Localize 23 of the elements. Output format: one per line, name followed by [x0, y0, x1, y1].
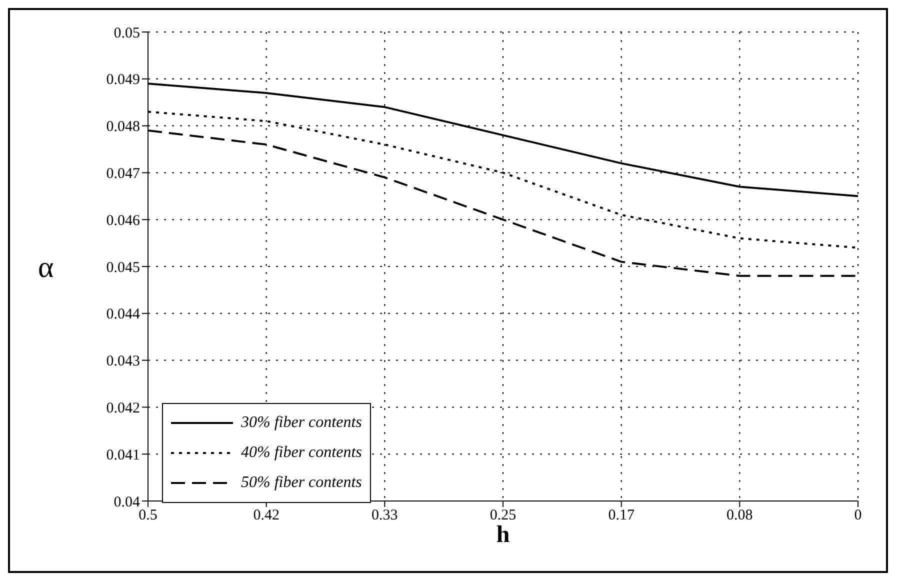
legend-label: 30% fiber contents — [241, 414, 362, 432]
y-tick-label: 0.042 — [106, 400, 140, 417]
y-tick-label: 0.04 — [114, 494, 140, 510]
x-tick-label: 0.42 — [253, 508, 280, 524]
y-tick-label: 0.044 — [106, 306, 140, 323]
legend-label: 40% fiber contents — [241, 444, 362, 462]
legend-label: 50% fiber contents — [241, 474, 362, 492]
y-tick-label: 0.05 — [114, 25, 140, 42]
x-axis-title: h — [496, 522, 510, 548]
x-tick-label: 0.17 — [608, 508, 635, 524]
y-tick-label: 0.046 — [106, 212, 140, 229]
x-tick-label: 0.5 — [138, 508, 158, 524]
y-tick-label: 0.047 — [106, 166, 140, 182]
y-tick-label: 0.043 — [106, 354, 140, 370]
x-tick-label: 0.33 — [372, 508, 398, 524]
y-tick-label: 0.049 — [106, 72, 140, 88]
y-tick-label: 0.045 — [106, 260, 140, 276]
x-tick-label: 0 — [854, 508, 862, 524]
x-tick-label: 0.08 — [726, 508, 753, 524]
y-tick-label: 0.041 — [106, 447, 140, 464]
y-axis-title: α — [38, 251, 54, 284]
x-tick-label: 0.25 — [490, 508, 516, 524]
y-tick-label: 0.048 — [106, 119, 140, 136]
